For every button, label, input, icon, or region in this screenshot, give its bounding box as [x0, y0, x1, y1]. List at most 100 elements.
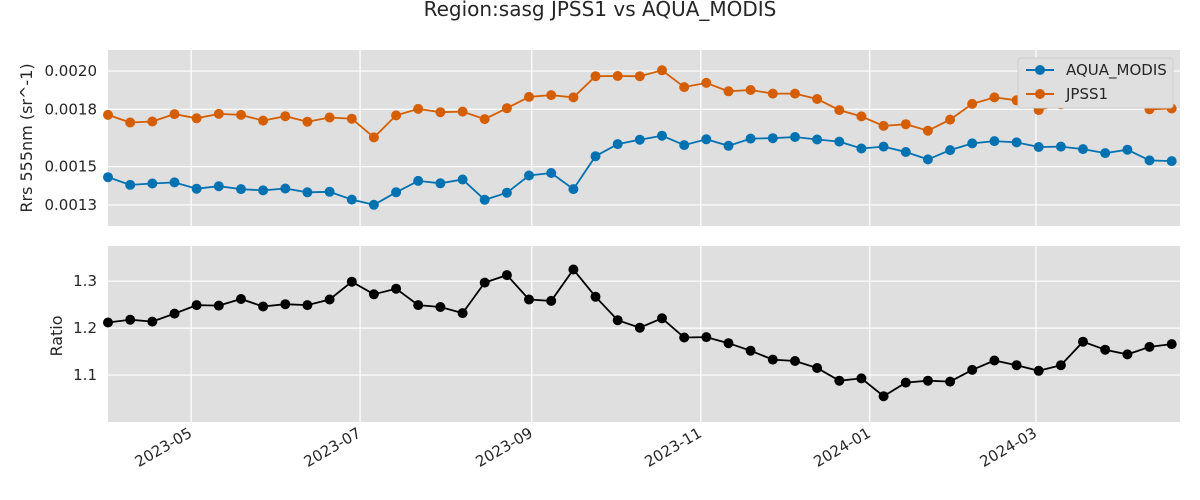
top-y-ticks: 0.0013 0.0015 0.0018 0.0020	[45, 62, 98, 214]
series-jpss1-point	[745, 85, 756, 95]
ratio-series-point	[1078, 336, 1088, 347]
series-aqua-modis-point	[413, 175, 424, 186]
ratio-series-point	[524, 294, 534, 305]
bottom-series	[103, 264, 1177, 402]
series-jpss1-point	[391, 110, 402, 121]
series-aqua-modis-point	[900, 147, 911, 157]
ratio-series-point	[834, 375, 845, 386]
ratio-series-point	[1055, 360, 1066, 371]
bottom-y-tick-label: 1.2	[73, 319, 97, 337]
series-aqua-modis-point	[1033, 142, 1044, 152]
ratio-series-point	[413, 300, 424, 311]
series-jpss1-point	[413, 103, 424, 114]
series-aqua-modis-point	[501, 187, 512, 198]
legend-box	[1017, 57, 1174, 109]
series-jpss1-point	[147, 116, 158, 127]
bottom-y-axis-label: Ratio	[47, 315, 66, 356]
series-aqua-modis-point	[324, 186, 335, 197]
series-aqua-modis-point	[524, 170, 534, 181]
top-y-tick-label: 0.0015	[45, 158, 98, 176]
ratio-series-point	[679, 332, 690, 343]
series-jpss1-point	[457, 106, 468, 117]
series-jpss1-point	[922, 125, 933, 136]
ratio-series-point	[945, 376, 956, 387]
series-aqua-modis-point	[346, 194, 357, 205]
series-aqua-modis-point	[280, 183, 291, 194]
series-aqua-modis-point	[213, 181, 224, 192]
series-aqua-modis-point	[657, 130, 667, 141]
series-aqua-modis-point	[1011, 137, 1022, 148]
x-tick-label: 2023-11	[641, 424, 704, 471]
ratio-series-point	[590, 291, 601, 302]
series-aqua-modis-point	[258, 185, 269, 196]
series-aqua-modis-point	[1166, 156, 1177, 167]
ratio-series-point	[1011, 360, 1022, 371]
series-aqua-modis-point	[701, 134, 712, 145]
series-jpss1-point	[346, 113, 357, 124]
series-aqua-modis-point	[590, 151, 601, 162]
series-aqua-modis-point	[878, 141, 889, 152]
ratio-series-point	[1100, 344, 1111, 355]
ratio-series-point	[213, 300, 224, 311]
series-aqua-modis-point	[967, 138, 978, 149]
series-aqua-modis-point	[1144, 155, 1155, 166]
series-jpss1-point	[236, 109, 246, 120]
ratio-series-point	[900, 377, 911, 388]
ratio-series-point	[856, 373, 867, 384]
top-y-tick-label: 0.0020	[45, 62, 98, 80]
series-aqua-modis-point	[922, 154, 933, 165]
series-aqua-modis-point	[1100, 148, 1111, 159]
series-aqua-modis-point	[767, 133, 778, 144]
x-tick-label: 2023-07	[301, 424, 364, 471]
legend-label-aqua-modis: AQUA_MODIS	[1066, 61, 1167, 80]
x-tick-label: 2023-05	[132, 424, 195, 471]
bottom-y-tick-label: 1.1	[73, 366, 97, 384]
series-aqua-modis-point	[568, 184, 579, 195]
ratio-series-point	[1144, 341, 1155, 352]
ratio-series-point	[612, 315, 623, 326]
series-jpss1-point	[945, 114, 956, 125]
series-jpss1-point	[368, 132, 379, 143]
ratio-series-point	[989, 355, 1000, 366]
ratio-series-point	[701, 332, 712, 343]
ratio-series-point	[280, 299, 291, 310]
series-jpss1-point	[612, 71, 623, 81]
series-aqua-modis-point	[236, 184, 246, 195]
ratio-series-point	[191, 300, 202, 311]
series-jpss1-point	[280, 111, 291, 122]
top-y-tick-label: 0.0013	[45, 196, 98, 214]
series-aqua-modis-point	[634, 134, 645, 145]
ratio-series-point	[1122, 349, 1133, 360]
ratio-series-point	[568, 264, 579, 275]
series-jpss1-point	[856, 111, 867, 122]
series-aqua-modis-point	[457, 174, 468, 185]
ratio-series-point	[1166, 339, 1177, 350]
ratio-series-point	[745, 345, 756, 356]
ratio-series-point	[236, 294, 246, 304]
ratio-series-point	[546, 295, 557, 306]
series-jpss1-point	[324, 112, 335, 123]
ratio-series-point	[258, 301, 269, 312]
series-aqua-modis-point	[812, 134, 823, 145]
top-panel: 0.0013 0.0015 0.0018 0.0020 Rrs 555nm (sr^-…	[17, 50, 1180, 226]
series-jpss1-point	[169, 109, 180, 120]
series-jpss1-point	[723, 86, 734, 97]
ratio-series-point	[435, 302, 446, 312]
ratio-series-point	[1033, 365, 1044, 376]
ratio-series-point	[967, 364, 978, 375]
ratio-series-point	[723, 338, 734, 349]
series-aqua-modis-point	[790, 132, 800, 142]
series-jpss1-point	[989, 92, 1000, 103]
ratio-series-point	[391, 283, 402, 294]
series-jpss1-point	[767, 88, 778, 99]
series-aqua-modis-point	[945, 145, 956, 156]
series-jpss1-point	[634, 71, 645, 82]
ratio-series-point	[767, 354, 778, 365]
series-jpss1-point	[812, 94, 823, 104]
series-aqua-modis-point	[1078, 144, 1088, 155]
series-aqua-modis-point	[479, 194, 490, 205]
ratio-series-point	[302, 300, 313, 311]
ratio-series-point	[812, 363, 823, 373]
series-jpss1-point	[546, 90, 557, 101]
